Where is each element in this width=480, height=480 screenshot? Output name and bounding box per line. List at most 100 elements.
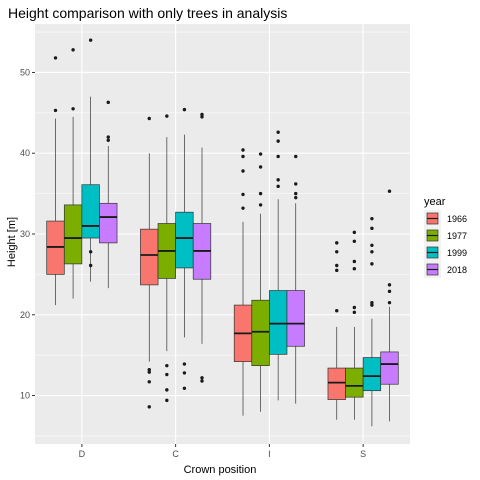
outlier-point: [200, 115, 204, 119]
box-I-2018: [286, 154, 305, 404]
outlier-point: [370, 262, 374, 266]
outlier-point: [147, 370, 151, 374]
box-C-2018: [192, 112, 212, 383]
outlier-point: [71, 107, 75, 111]
box-C-1966: [140, 116, 159, 409]
box-body: [345, 367, 364, 398]
y-tick-label: 40: [20, 148, 30, 158]
outlier-point: [352, 239, 357, 243]
y-tick-label: 10: [20, 391, 30, 401]
outlier-point: [294, 191, 298, 196]
box-body: [140, 228, 159, 286]
y-tick-label: 30: [20, 229, 30, 239]
outlier-point: [200, 376, 204, 380]
outlier-point: [352, 267, 357, 271]
outlier-point: [276, 130, 280, 134]
outlier-point: [106, 135, 110, 139]
outlier-point: [241, 169, 245, 173]
outlier-point: [387, 300, 392, 305]
outlier-point: [352, 230, 357, 235]
box-D-2018: [99, 100, 118, 289]
box-body: [63, 204, 83, 265]
x-tick-label: I: [268, 449, 271, 459]
legend: year 1966 1977 1999 2018: [424, 196, 467, 278]
outlier-point: [53, 56, 58, 60]
outlier-point: [241, 192, 245, 197]
x-tick-label: S: [360, 449, 366, 459]
outlier-point: [294, 154, 298, 159]
box-D-1966: [46, 56, 65, 306]
y-axis-ticks: 10 20 30 40 50: [20, 67, 35, 401]
outlier-point: [241, 154, 245, 159]
box-body: [286, 290, 305, 347]
outlier-point: [241, 206, 245, 210]
box-S-1999: [362, 216, 382, 427]
legend-label: 1966: [447, 214, 467, 224]
y-tick-label: 20: [20, 310, 30, 320]
legend-label: 1977: [447, 231, 467, 241]
outlier-point: [200, 112, 204, 117]
outlier-point: [258, 165, 263, 169]
outlier-point: [106, 100, 110, 105]
y-axis-label: Height [m]: [6, 217, 18, 267]
outlier-point: [88, 263, 93, 268]
outlier-point: [182, 362, 187, 366]
box-body: [269, 290, 288, 355]
outlier-point: [165, 372, 169, 377]
outlier-point: [370, 250, 374, 254]
x-axis-label: Crown position: [184, 464, 257, 476]
outlier-point: [241, 148, 245, 152]
outlier-point: [387, 283, 392, 287]
outlier-point: [335, 241, 339, 245]
box-body: [175, 211, 194, 269]
box-S-1977: [345, 230, 364, 420]
box-body: [251, 299, 270, 367]
box-body: [327, 367, 346, 400]
outlier-point: [370, 226, 374, 231]
outlier-point: [147, 380, 151, 384]
outlier-point: [88, 38, 93, 42]
outlier-point: [335, 268, 339, 273]
outlier-point: [294, 182, 298, 186]
outlier-point: [106, 138, 110, 143]
outlier-point: [88, 250, 93, 254]
outlier-point: [370, 243, 374, 248]
outlier-point: [165, 363, 169, 368]
outlier-point: [276, 154, 280, 159]
outlier-point: [147, 367, 151, 372]
outlier-point: [258, 203, 263, 207]
outlier-point: [258, 152, 263, 156]
outlier-point: [165, 114, 169, 118]
outlier-point: [276, 139, 280, 143]
outlier-point: [335, 263, 339, 268]
outlier-point: [370, 303, 374, 307]
chart-title: Height comparison with only trees in ana…: [8, 5, 287, 21]
legend-label: 2018: [447, 265, 467, 275]
x-tick-label: D: [79, 449, 86, 459]
outlier-point: [147, 116, 151, 121]
outlier-point: [53, 108, 58, 113]
box-body: [81, 184, 100, 239]
legend-label: 1999: [447, 248, 467, 258]
outlier-point: [335, 309, 339, 313]
outlier-point: [352, 259, 357, 264]
outlier-point: [335, 250, 339, 254]
outlier-point: [147, 405, 151, 409]
outlier-point: [352, 305, 357, 310]
outlier-point: [200, 379, 204, 383]
outlier-point: [258, 191, 263, 196]
box-body: [362, 357, 382, 392]
outlier-point: [182, 107, 187, 112]
outlier-point: [165, 388, 169, 392]
y-tick-label: 50: [20, 67, 30, 77]
outlier-point: [182, 386, 187, 390]
gridlines: [35, 24, 410, 444]
box-body: [99, 202, 118, 244]
legend-title: year: [424, 196, 446, 208]
outlier-point: [387, 189, 392, 193]
outlier-point: [71, 48, 75, 52]
box-S-2018: [380, 189, 399, 422]
outlier-point: [370, 216, 374, 221]
